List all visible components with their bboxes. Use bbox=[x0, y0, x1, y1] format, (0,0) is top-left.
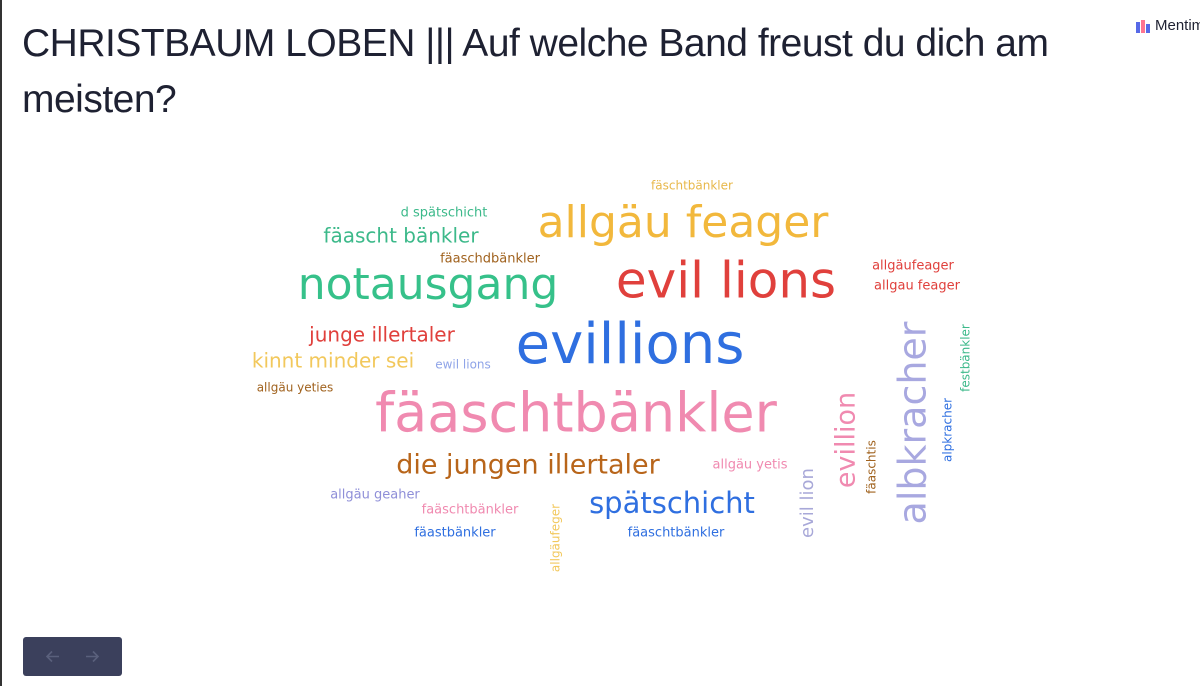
cloud-word: junge illertaler bbox=[308, 323, 455, 347]
cloud-word: alpkracher bbox=[941, 398, 955, 462]
navigation[interactable] bbox=[23, 637, 122, 676]
cloud-word: fäastbänkler bbox=[414, 526, 496, 541]
cloud-word: die jungen illertaler bbox=[396, 450, 660, 481]
next-arrow[interactable] bbox=[86, 650, 100, 663]
cloud-word: notausgang bbox=[298, 259, 559, 310]
cloud-word: fäschtbänkler bbox=[651, 179, 733, 193]
cloud-word: allgau feager bbox=[874, 279, 961, 294]
slide-title: CHRISTBAUM LOBEN ||| Auf welche Band fre… bbox=[22, 22, 1049, 121]
cloud-word: fäaschdbänkler bbox=[440, 252, 541, 267]
cloud-word: allgäu yetis bbox=[713, 458, 788, 473]
brand-name: Mentimeter bbox=[1155, 17, 1200, 34]
cloud-word: fäaschtis bbox=[865, 440, 879, 494]
cloud-word: ewil lions bbox=[435, 358, 491, 372]
cloud-word: evil lion bbox=[797, 468, 818, 538]
cloud-word: allgäufeager bbox=[872, 259, 954, 274]
cloud-word: faäschtbänkler bbox=[422, 503, 519, 518]
cloud-word: allgäu geaher bbox=[330, 488, 420, 503]
cloud-word: allgäu yeties bbox=[257, 381, 334, 395]
cloud-word: albkracher bbox=[891, 321, 935, 524]
nav-arrows bbox=[45, 650, 100, 663]
cloud-word: fäaschtbänkler bbox=[375, 382, 778, 445]
prev-arrow[interactable] bbox=[45, 650, 59, 663]
cloud-word: evillion bbox=[831, 392, 862, 488]
brand-logo bbox=[1136, 20, 1150, 33]
cloud-word: evil lions bbox=[616, 252, 836, 310]
cloud-word: allgäufeger bbox=[549, 504, 563, 572]
cloud-word: kinnt minder sei bbox=[252, 349, 414, 373]
cloud-word: festbänkler bbox=[959, 324, 973, 392]
cloud-word: fäaschtbänkler bbox=[628, 526, 725, 541]
cloud-word: fäascht bänkler bbox=[323, 224, 479, 248]
cloud-word: spätschicht bbox=[589, 486, 755, 520]
cloud-word: d spätschicht bbox=[401, 206, 488, 221]
cloud-word: allgäu feager bbox=[538, 197, 830, 248]
cloud-word: evillions bbox=[516, 312, 745, 377]
